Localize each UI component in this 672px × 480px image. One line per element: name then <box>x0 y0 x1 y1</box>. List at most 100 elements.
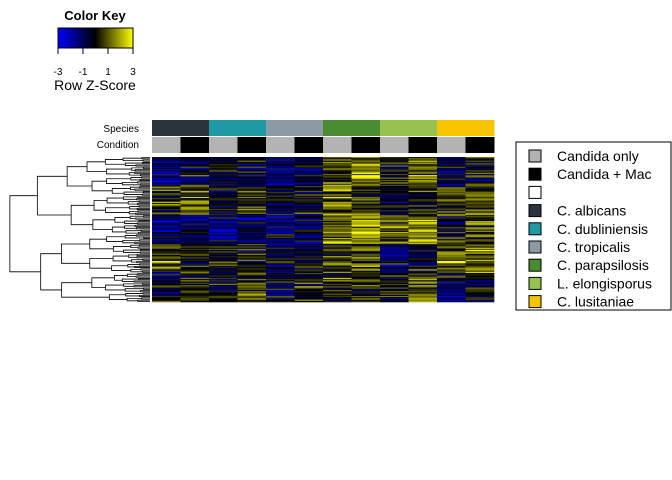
heatmap-cell <box>408 213 438 216</box>
heatmap-cell <box>408 223 438 225</box>
heatmap-cell <box>437 160 466 163</box>
heatmap-cell <box>465 169 495 171</box>
heatmap-cell <box>380 216 409 218</box>
heatmap-cell <box>266 289 295 292</box>
heatmap-cell <box>437 280 466 282</box>
heatmap-cell <box>437 175 466 177</box>
heatmap-cell <box>380 219 409 222</box>
heatmap-cell <box>380 217 409 219</box>
heatmap-cell <box>294 172 324 175</box>
heatmap-cell <box>180 219 210 222</box>
heatmap-cell <box>266 292 295 294</box>
heatmap-cell <box>380 186 409 188</box>
heatmap-cell <box>408 212 438 215</box>
heatmap-cell <box>237 188 267 190</box>
heatmap-cell <box>209 289 238 292</box>
heatmap-cell <box>437 299 466 302</box>
heatmap-cell <box>380 190 409 193</box>
heatmap-cell <box>294 183 324 186</box>
heatmap-cell <box>180 274 210 276</box>
heatmap-cell <box>266 200 295 203</box>
heatmap-cell <box>266 233 295 235</box>
heatmap-cell <box>209 224 238 227</box>
heatmap-cell <box>180 161 210 164</box>
heatmap-cell <box>180 239 210 241</box>
heatmap-cell <box>180 280 210 282</box>
heatmap-cell <box>408 179 438 182</box>
heatmap-cell <box>237 181 267 183</box>
heatmap-cell <box>323 192 352 194</box>
heatmap-cell <box>180 158 210 160</box>
heatmap-cell <box>408 280 438 282</box>
heatmap-cell <box>465 176 495 178</box>
heatmap-cell <box>237 245 267 247</box>
heatmap-cell <box>237 291 267 293</box>
heatmap-cell <box>408 248 438 251</box>
heatmap-cell <box>294 242 324 245</box>
heatmap-cell <box>408 211 438 213</box>
heatmap-cell <box>323 277 352 280</box>
heatmap-cell <box>266 160 295 163</box>
heatmap-cell <box>437 228 466 230</box>
heatmap-cell <box>237 167 267 170</box>
heatmap-cell <box>294 251 324 253</box>
heatmap-cell <box>437 198 466 200</box>
heatmap-cell <box>180 235 210 238</box>
heatmap-cell <box>180 183 210 186</box>
heatmap-cell <box>408 159 438 161</box>
heatmap-cell <box>408 171 438 174</box>
heatmap-cell <box>266 260 295 263</box>
heatmap-cell <box>266 288 295 291</box>
heatmap-cell <box>465 279 495 281</box>
heatmap-cell <box>294 176 324 178</box>
heatmap-cell <box>209 196 238 199</box>
heatmap-cell <box>351 228 381 230</box>
heatmap-cell <box>380 202 409 205</box>
heatmap-cell <box>351 225 381 228</box>
heatmap-cell <box>323 177 352 180</box>
heatmap-cell <box>209 295 238 298</box>
heatmap-cell <box>465 177 495 180</box>
heatmap-cell <box>408 252 438 254</box>
heatmap-cell <box>294 201 324 204</box>
heatmap-cell <box>180 200 210 203</box>
dendrogram-branch <box>130 177 142 181</box>
heatmap-cell <box>152 184 181 187</box>
heatmap-cell <box>237 266 267 269</box>
heatmap-cell <box>209 161 238 164</box>
heatmap-cell <box>266 158 295 160</box>
heatmap-cell <box>323 198 352 200</box>
heatmap-cell <box>294 256 324 258</box>
dendrogram-branch <box>106 178 131 184</box>
heatmap-cell <box>323 159 352 161</box>
heatmap-cell <box>351 285 381 287</box>
heatmap-cell <box>323 158 352 160</box>
heatmap-cell <box>180 229 210 232</box>
heatmap-cell <box>380 288 409 291</box>
color-key-tick-label: 3 <box>130 67 136 78</box>
heatmap-cell <box>237 292 267 294</box>
heatmap-cell <box>237 217 267 219</box>
heatmap-cell <box>237 218 267 221</box>
heatmap-cell <box>209 286 238 288</box>
heatmap-cell <box>323 228 352 230</box>
heatmap-cell <box>209 225 238 228</box>
heatmap-cell <box>209 246 238 248</box>
heatmap-cell <box>351 254 381 257</box>
heatmap-cell <box>209 251 238 253</box>
heatmap-cell <box>209 189 238 192</box>
heatmap-cell <box>380 199 409 201</box>
heatmap-cell <box>408 170 438 172</box>
heatmap-grid <box>152 157 495 303</box>
heatmap-cell <box>294 228 324 230</box>
heatmap-cell <box>237 276 267 279</box>
legend-swatch <box>528 258 542 272</box>
heatmap-cell <box>408 266 438 269</box>
heatmap-cell <box>152 263 181 265</box>
heatmap-cell <box>437 262 466 264</box>
heatmap-cell <box>180 170 210 172</box>
heatmap-cell <box>380 237 409 240</box>
condition-annotation-cell <box>437 137 466 153</box>
heatmap-cell <box>152 213 181 216</box>
heatmap-cell <box>266 224 295 227</box>
